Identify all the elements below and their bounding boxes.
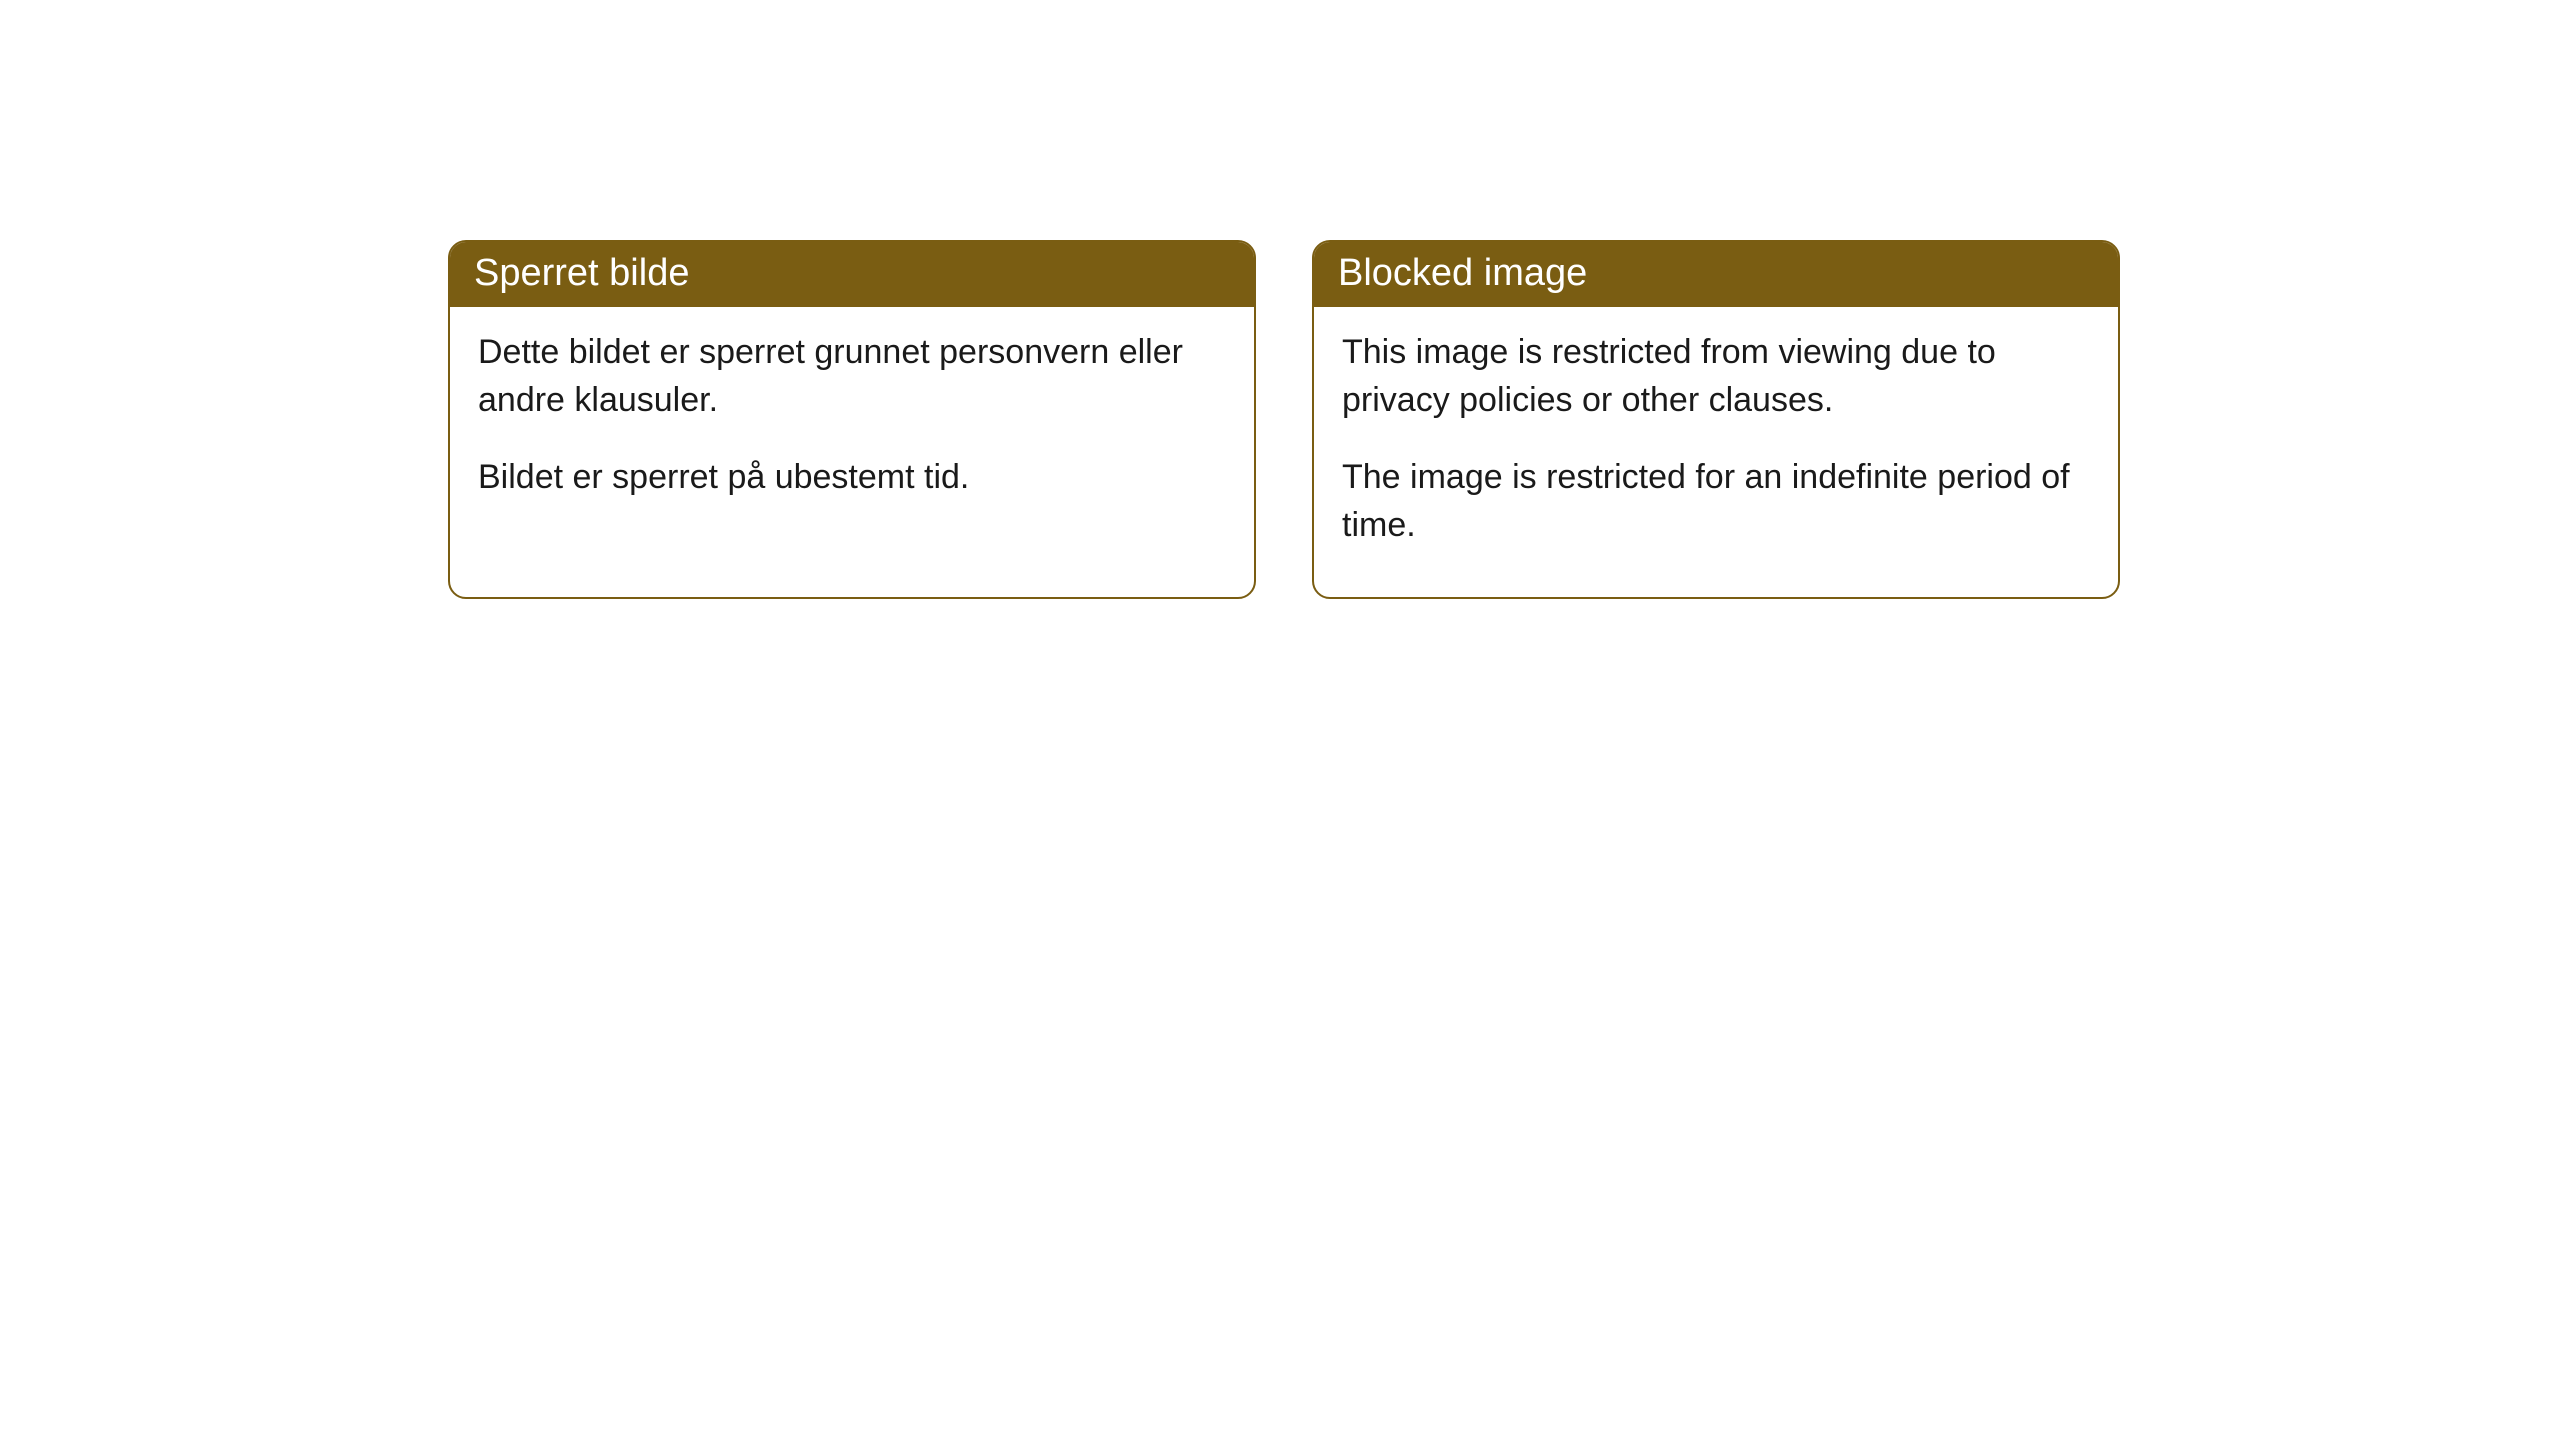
notice-paragraph-no-2: Bildet er sperret på ubestemt tid.: [478, 454, 1226, 502]
notice-paragraph-no-1: Dette bildet er sperret grunnet personve…: [478, 329, 1226, 424]
notice-card-english: Blocked image This image is restricted f…: [1312, 240, 2120, 599]
notice-body-no: Dette bildet er sperret grunnet personve…: [450, 307, 1254, 550]
notice-header-no: Sperret bilde: [450, 242, 1254, 307]
notice-card-norwegian: Sperret bilde Dette bildet er sperret gr…: [448, 240, 1256, 599]
notice-header-en: Blocked image: [1314, 242, 2118, 307]
notice-paragraph-en-1: This image is restricted from viewing du…: [1342, 329, 2090, 424]
notice-body-en: This image is restricted from viewing du…: [1314, 307, 2118, 597]
notice-cards-container: Sperret bilde Dette bildet er sperret gr…: [448, 240, 2120, 599]
notice-paragraph-en-2: The image is restricted for an indefinit…: [1342, 454, 2090, 549]
